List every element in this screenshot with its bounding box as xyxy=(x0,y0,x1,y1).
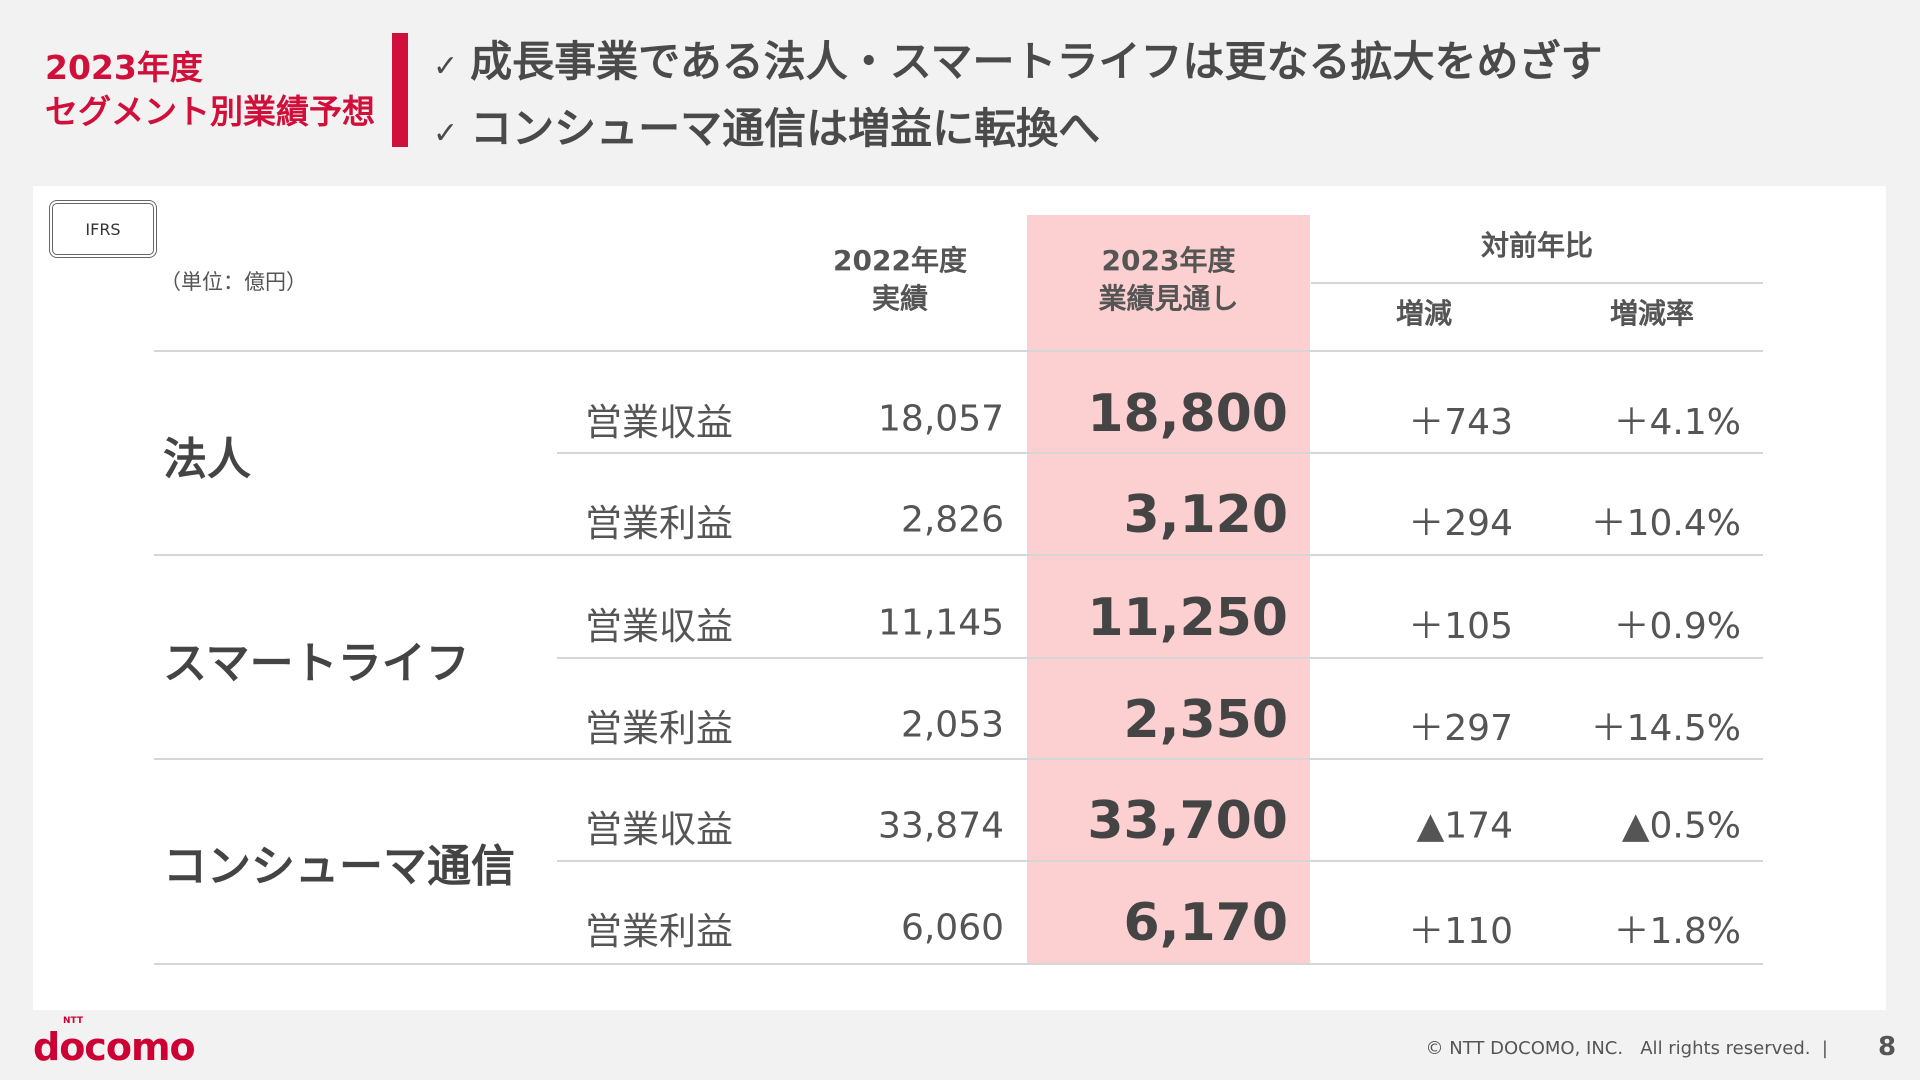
segment-label: コンシューマ通信 xyxy=(163,841,515,892)
divider xyxy=(154,963,1763,965)
docomo-logo: NTT docomo xyxy=(33,1016,196,1069)
value-fy2022: 2,826 xyxy=(900,499,1004,541)
item-label: 営業収益 xyxy=(585,401,733,444)
header-fy2022: 2022年度 実績 xyxy=(800,242,1000,318)
segment-label: 法人 xyxy=(163,434,251,485)
value-fy2023: 18,800 xyxy=(1087,384,1288,444)
value-fy2022: 33,874 xyxy=(878,805,1004,847)
check-icon: ✓ xyxy=(433,116,459,151)
value-rate: ＋0.9% xyxy=(1613,606,1741,647)
value-diff: ＋743 xyxy=(1408,402,1513,443)
value-rate: ▲0.5% xyxy=(1621,805,1741,847)
value-rate: ＋14.5% xyxy=(1590,708,1741,749)
headline: ✓ 成長事業である法人・スマートライフは更なる拡大をめざす xyxy=(433,28,1602,89)
divider xyxy=(1311,282,1763,284)
header-fy2023: 2023年度 業績見通し xyxy=(1027,242,1310,318)
copyright: © NTT DOCOMO, INC. All rights reserved. … xyxy=(1425,1038,1828,1059)
page-number: 8 xyxy=(1878,1032,1897,1062)
value-fy2023: 6,170 xyxy=(1123,893,1288,953)
table-panel xyxy=(33,186,1886,1010)
value-diff: ＋105 xyxy=(1408,606,1513,647)
item-label: 営業収益 xyxy=(585,605,733,648)
headline-text: 成長事業である法人・スマートライフは更なる拡大をめざす xyxy=(470,37,1603,86)
value-rate: ＋1.8% xyxy=(1613,911,1741,952)
header-text: 業績見通し xyxy=(1098,282,1239,315)
accent-bar xyxy=(392,33,408,147)
segment-label: スマートライフ xyxy=(163,638,470,689)
headline-text: コンシューマ通信は増益に転換へ xyxy=(470,104,1101,153)
forecast-highlight xyxy=(1027,215,1310,964)
section-title-line: セグメント別業績予想 xyxy=(45,92,375,131)
item-label: 営業収益 xyxy=(585,808,733,851)
header-rate: 増減率 xyxy=(1609,297,1694,330)
value-diff: ▲174 xyxy=(1416,805,1513,847)
value-diff: ＋294 xyxy=(1408,503,1513,544)
divider xyxy=(557,860,1763,862)
value-rate: ＋4.1% xyxy=(1613,402,1741,443)
section-title: 2023年度 セグメント別業績予想 xyxy=(45,46,375,134)
header-diff: 増減 xyxy=(1395,297,1452,330)
header-text: 2023年度 xyxy=(1101,244,1236,277)
item-label: 営業利益 xyxy=(585,707,733,750)
logo-text: docomo xyxy=(33,1025,196,1069)
header-text: 2022年度 xyxy=(833,244,967,277)
ifrs-badge: IFRS xyxy=(49,200,157,258)
headline: ✓ コンシューマ通信は増益に転換へ xyxy=(433,95,1100,156)
value-rate: ＋10.4% xyxy=(1590,503,1741,544)
value-diff: ＋297 xyxy=(1408,708,1513,749)
divider xyxy=(557,657,1763,659)
divider xyxy=(557,452,1763,454)
unit-label: （単位：億円） xyxy=(160,270,307,294)
header-yoy: 対前年比 xyxy=(1480,229,1593,262)
divider xyxy=(154,350,1763,352)
value-fy2022: 6,060 xyxy=(900,907,1004,949)
value-fy2023: 11,250 xyxy=(1087,588,1288,648)
section-title-line: 2023年度 xyxy=(45,48,203,87)
value-fy2022: 2,053 xyxy=(900,704,1004,746)
value-fy2022: 18,057 xyxy=(878,398,1004,440)
divider xyxy=(154,554,1763,556)
value-diff: ＋110 xyxy=(1408,911,1513,952)
item-label: 営業利益 xyxy=(585,910,733,953)
logo-ntt: NTT xyxy=(63,1016,84,1026)
value-fy2023: 2,350 xyxy=(1123,690,1288,750)
divider xyxy=(154,758,1763,760)
value-fy2023: 33,700 xyxy=(1087,791,1288,851)
value-fy2023: 3,120 xyxy=(1123,485,1288,545)
value-fy2022: 11,145 xyxy=(878,602,1004,644)
header-text: 実績 xyxy=(871,282,928,315)
item-label: 営業利益 xyxy=(585,502,733,545)
check-icon: ✓ xyxy=(433,49,459,84)
